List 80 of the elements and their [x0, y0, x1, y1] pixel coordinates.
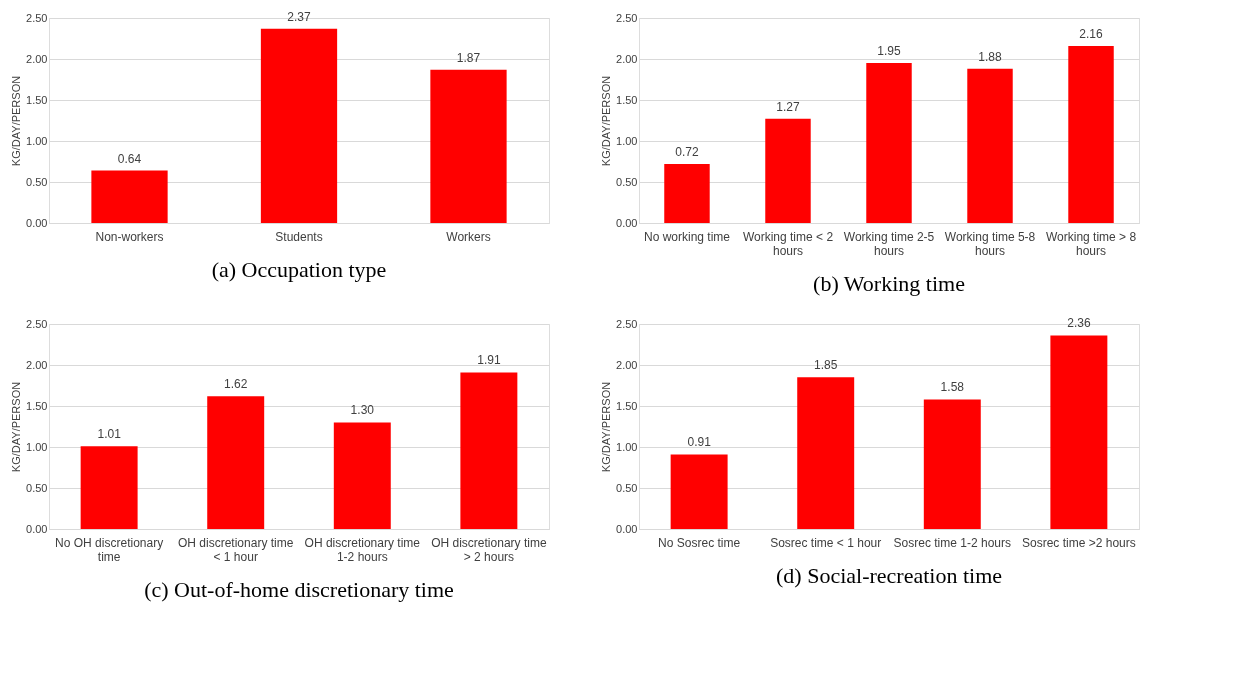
- y-tick-label: 2.00: [616, 52, 638, 65]
- data-label: 1.87: [456, 50, 481, 65]
- bar: [797, 377, 855, 529]
- y-axis-title: KG/DAY/PERSON: [10, 381, 23, 473]
- data-label: 1.58: [940, 380, 965, 395]
- y-axis-title: KG/DAY/PERSON: [600, 75, 613, 167]
- y-axis-title: KG/DAY/PERSON: [600, 381, 613, 473]
- x-tick-label: Sosrec time < 1 hour: [770, 535, 882, 550]
- x-tick-label: Working time < 2 hours: [742, 229, 834, 258]
- data-label: 1.01: [97, 427, 122, 442]
- y-tick-label: 0.50: [26, 175, 48, 188]
- bar: [1068, 45, 1114, 223]
- y-tick-label: 2.00: [616, 358, 638, 371]
- y-tick-label: 2.00: [26, 52, 48, 65]
- y-tick-label: 0.00: [26, 522, 48, 535]
- x-tick-label: No working time: [643, 229, 731, 244]
- data-label: 1.95: [877, 44, 901, 59]
- data-label: 1.85: [814, 358, 838, 373]
- y-tick-label: 0.50: [616, 175, 638, 188]
- x-tick-label: Working time 5-8 hours: [944, 229, 1036, 258]
- bar: [866, 63, 912, 223]
- data-label: 1.27: [776, 99, 800, 114]
- x-tick-label: Non-workers: [95, 229, 164, 244]
- bar: [430, 69, 507, 223]
- y-tick-label: 2.50: [616, 317, 638, 330]
- y-tick-label: 0.50: [616, 481, 638, 494]
- y-tick-label: 2.00: [26, 358, 48, 371]
- bar: [207, 396, 265, 529]
- data-label: 2.37: [287, 9, 311, 24]
- text: (d) Social-recreation time: [775, 563, 1003, 588]
- x-tick-label: No OH discretionary time: [55, 535, 164, 564]
- text: (b) Working time: [813, 271, 965, 296]
- bar: [91, 170, 168, 223]
- y-tick-label: 1.50: [616, 93, 638, 106]
- x-tick-label: OH discretionary time > 2 hours: [431, 535, 547, 564]
- y-tick-label: 2.50: [26, 11, 48, 24]
- x-tick-label: Sosrec time 1-2 hours: [893, 535, 1011, 550]
- y-tick-label: 1.50: [26, 399, 48, 412]
- x-tick-label: Sosrec time >2 hours: [1022, 535, 1136, 550]
- x-tick-label: OH discretionary time 1-2 hours: [304, 535, 421, 564]
- y-tick-label: 1.00: [26, 134, 48, 147]
- data-label: 2.16: [1079, 26, 1104, 41]
- bar: [664, 163, 710, 223]
- data-label: 1.88: [978, 49, 1003, 64]
- data-label: 2.36: [1067, 316, 1091, 331]
- text: (a) Occupation type: [211, 257, 387, 282]
- x-tick-label: Working time > 8 hours: [1045, 229, 1137, 258]
- y-tick-label: 0.00: [616, 216, 638, 229]
- data-label: 1.91: [477, 353, 501, 368]
- x-tick-label: Working time 2-5 hours: [843, 229, 935, 258]
- x-tick-label: OH discretionary time < 1 hour: [178, 535, 294, 564]
- y-tick-label: 0.00: [616, 522, 638, 535]
- x-tick-label: Workers: [446, 229, 491, 244]
- bar: [967, 68, 1013, 223]
- bar: [80, 446, 138, 529]
- data-label: 1.62: [224, 377, 248, 392]
- bar: [923, 399, 981, 529]
- y-tick-label: 2.50: [26, 317, 48, 330]
- y-tick-label: 0.00: [26, 216, 48, 229]
- data-label: 0.72: [675, 144, 699, 159]
- bar: [670, 454, 728, 529]
- y-tick-label: 1.50: [616, 399, 638, 412]
- bar: [460, 372, 518, 529]
- y-tick-label: 1.00: [616, 134, 638, 147]
- data-label: 0.64: [117, 151, 142, 166]
- y-axis-title: KG/DAY/PERSON: [10, 75, 23, 167]
- bar: [333, 422, 391, 529]
- x-tick-label: No Sosrec time: [658, 535, 741, 550]
- data-label: 0.91: [687, 435, 712, 450]
- y-tick-label: 1.50: [26, 93, 48, 106]
- text: (c) Out-of-home discretionary time: [144, 577, 454, 602]
- bar: [1050, 335, 1108, 529]
- y-tick-label: 0.50: [26, 481, 48, 494]
- bar: [765, 118, 811, 223]
- y-tick-label: 2.50: [616, 11, 638, 24]
- y-tick-label: 1.00: [26, 440, 48, 453]
- bar: [260, 28, 338, 223]
- y-tick-label: 1.00: [616, 440, 638, 453]
- data-label: 1.30: [350, 403, 375, 418]
- x-tick-label: Students: [275, 229, 323, 244]
